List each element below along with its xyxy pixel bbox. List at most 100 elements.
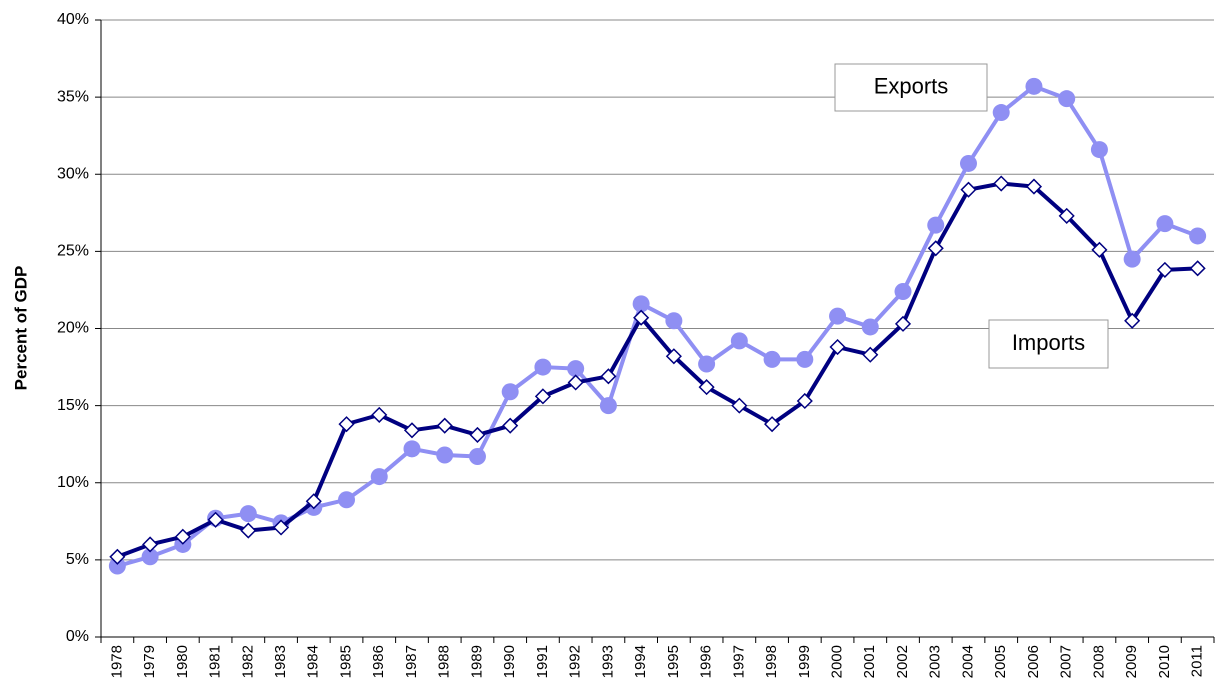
x-tick-label: 2006 — [1025, 645, 1042, 678]
point — [927, 216, 945, 234]
point — [371, 406, 388, 423]
point — [894, 282, 912, 300]
point — [502, 417, 519, 434]
y-tick-label: 0% — [66, 628, 89, 645]
point — [272, 519, 290, 536]
point — [927, 240, 944, 257]
x-tick-label: 1987 — [403, 645, 420, 678]
point — [599, 397, 617, 415]
point — [436, 446, 454, 464]
point — [1025, 178, 1043, 195]
point — [468, 448, 486, 466]
point — [501, 383, 519, 401]
legend-box — [834, 63, 988, 112]
x-tick-label: 1981 — [207, 645, 224, 678]
point — [1124, 312, 1141, 329]
point — [894, 315, 912, 332]
y-tick-label: 15% — [57, 397, 89, 414]
y-tick-label: 5% — [66, 551, 89, 568]
point — [698, 379, 715, 396]
y-tick-label: 35% — [57, 88, 89, 105]
x-tick-label: 1982 — [239, 645, 256, 678]
point — [1091, 241, 1108, 258]
x-tick-label: 1995 — [665, 645, 682, 678]
x-tick-label: 1979 — [141, 645, 158, 678]
legend-box — [988, 319, 1109, 369]
y-tick-label: 30% — [57, 165, 89, 182]
y-tick-label: 20% — [57, 320, 89, 337]
x-tick-label: 1988 — [436, 645, 453, 678]
point — [1123, 250, 1141, 268]
y-tick-label: 10% — [57, 474, 89, 491]
x-tick-label: 1983 — [272, 645, 289, 678]
point — [730, 332, 748, 350]
point — [207, 511, 224, 528]
x-tick-label: 2001 — [861, 645, 878, 678]
series-line — [116, 181, 1198, 559]
point — [796, 350, 814, 368]
point — [764, 416, 781, 433]
point — [1156, 215, 1174, 233]
point — [993, 175, 1010, 192]
x-tick-label: 1980 — [174, 645, 191, 678]
point — [796, 392, 813, 410]
x-tick-label: 1994 — [632, 645, 649, 678]
x-tick-label: 1992 — [567, 645, 584, 678]
point — [338, 491, 356, 509]
point — [567, 374, 584, 391]
x-tick-label: 2011 — [1189, 645, 1206, 677]
x-tick-label: 1986 — [370, 645, 387, 678]
x-tick-label: 1993 — [599, 645, 616, 678]
point — [370, 468, 388, 486]
x-tick-label: 2008 — [1090, 645, 1107, 678]
point — [141, 548, 159, 566]
x-tick-label: 2004 — [959, 645, 976, 678]
x-tick-label: 1990 — [501, 645, 518, 678]
point — [1025, 77, 1043, 95]
point — [731, 397, 748, 414]
x-tick-label: 1998 — [763, 645, 780, 678]
x-tick-label: 2007 — [1058, 645, 1075, 678]
point — [1156, 261, 1173, 278]
point — [142, 536, 159, 553]
x-tick-label: 2010 — [1156, 645, 1173, 678]
x-tick-label: 1978 — [108, 645, 125, 678]
point — [240, 522, 257, 539]
point — [861, 318, 879, 336]
point — [1058, 90, 1076, 108]
x-tick-label: 2009 — [1123, 645, 1140, 678]
point — [632, 295, 650, 313]
point — [403, 440, 421, 458]
x-tick-label: 2000 — [829, 645, 846, 678]
x-tick-label: 1991 — [534, 645, 551, 678]
point — [338, 416, 355, 433]
point — [534, 388, 551, 405]
x-tick-label: 1999 — [796, 645, 813, 678]
y-axis-label: Percent of GDP — [11, 266, 30, 391]
point — [862, 346, 879, 363]
point — [108, 557, 126, 575]
point — [1058, 207, 1075, 224]
y-tick-label: 40% — [57, 11, 89, 28]
x-tick-label: 1989 — [468, 645, 485, 678]
point — [1189, 227, 1207, 245]
y-tick-label: 25% — [57, 243, 89, 260]
point — [239, 505, 257, 523]
point — [109, 548, 126, 565]
x-tick-label: 1997 — [730, 645, 747, 678]
point — [763, 350, 781, 368]
point — [534, 358, 552, 376]
point — [829, 338, 846, 356]
point — [698, 355, 716, 373]
point — [959, 154, 977, 172]
x-tick-label: 1996 — [698, 645, 715, 678]
point — [665, 348, 682, 365]
legend-label: Imports — [1012, 330, 1085, 355]
legend-label: Exports — [874, 73, 949, 98]
point — [600, 368, 617, 385]
point — [829, 307, 847, 325]
point — [633, 309, 650, 326]
x-tick-label: 1985 — [337, 645, 354, 678]
point — [174, 528, 191, 545]
